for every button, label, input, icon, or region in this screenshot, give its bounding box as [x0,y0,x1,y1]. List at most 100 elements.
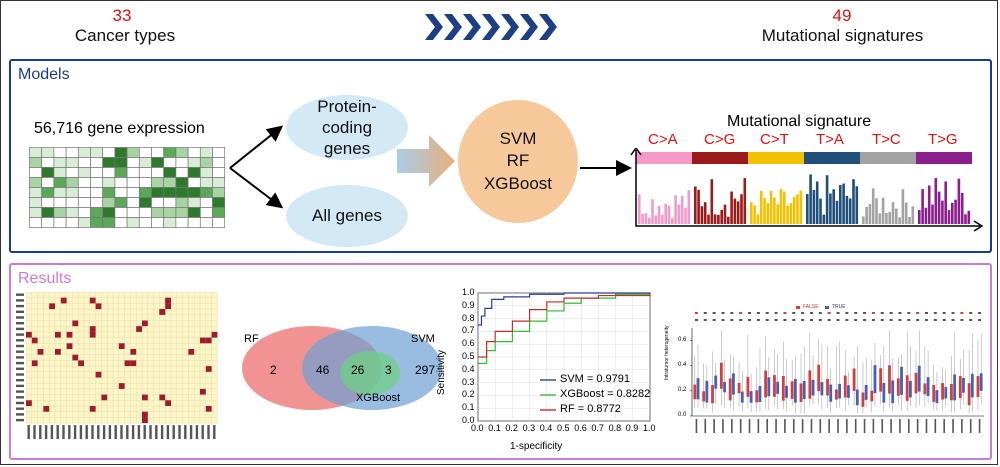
grid-cell [77,217,91,228]
heatmap-cell [31,360,38,367]
grid-cell [77,177,91,188]
signature-bar [710,179,714,224]
roc-xtick: 0.8 [608,423,622,433]
boxplot-box [808,370,812,399]
signature-bar [664,203,667,224]
mutational-signature-chart [630,148,984,232]
heatmap-cell [188,349,195,355]
signature-bar [638,194,641,224]
signature-bar [868,203,872,224]
boxplot-box [935,390,939,404]
grid-cell [65,187,79,198]
boxplot-box [811,379,815,396]
boxplot-box [970,373,974,398]
signature-bar [947,210,951,224]
venn-rf-label: RF [244,333,259,345]
algorithm-svm: SVM [499,129,537,149]
boxplot-box [790,381,794,399]
heatmap-cell [89,326,96,332]
signature-bar [924,207,928,224]
heatmap-cell [130,360,137,367]
grid-cell [187,157,201,168]
signature-bar [783,191,786,224]
signature-bar [750,202,753,224]
signature-bar [753,205,756,224]
boxplot-box [829,384,833,402]
grid-cell [65,197,79,208]
gene-expression-grid [29,147,226,228]
grid-cell [175,197,189,208]
roc-xtick: 0.1 [488,423,501,433]
signature-bar [878,213,882,224]
signature-bar [773,197,776,224]
signature-bar [723,204,727,224]
boxplot-box [979,373,983,391]
venn-xgb-circle [340,351,400,395]
boxplot-box [714,375,718,389]
signature-bar [786,205,789,224]
roc-ytick: 0.8 [462,312,475,323]
grid-cell [187,167,201,178]
signature-bar [964,214,967,224]
roc-legend-item: XGBoost = 0.8282 [560,388,651,400]
grid-cell [138,157,152,168]
grid-cell [212,197,226,208]
grid-cell [29,177,43,188]
heatmap [16,292,218,440]
heatmap-cell [55,331,61,338]
heatmap-cell [72,354,79,361]
boxplot-box [767,377,771,397]
signature-bar [667,205,671,224]
substitution-label: C>T [760,131,789,148]
boxplot-box [879,368,883,392]
signature-bar [941,200,944,224]
grid-cell [151,207,165,218]
roc-legend-item: RF = 0.8772 [560,403,621,415]
grid-cell [90,217,104,228]
signature-bar [829,193,832,224]
signature-bar [654,215,658,224]
boxplot-box [696,378,700,400]
grid-cell [175,157,189,168]
grid-cell [114,157,128,168]
signature-bar [674,195,677,224]
signature-bar [842,183,845,224]
heatmap-cell [165,303,171,310]
heatmap-cell [31,337,38,344]
grid-cell [77,207,91,218]
boxplot-box [873,365,877,394]
substitution-band [636,152,692,164]
roc-curve-svm [478,292,650,326]
roc-ytick: 0.9 [462,299,475,310]
signature-bar [720,209,723,224]
boxplot-box [855,389,859,406]
signature-bar [839,184,842,224]
algorithm-rf: RF [506,151,530,171]
cancer-count: 33 [112,6,132,25]
heatmap-cell [66,331,73,338]
boxplot-box [785,385,788,398]
grid-cell [199,197,213,208]
boxplot-box [732,373,735,395]
heatmap-cell [49,303,55,310]
roc-xtick: 0.4 [539,423,553,433]
grid-cell [187,207,201,218]
signature-bar [908,216,911,224]
heatmap-cell [205,366,212,372]
signature-bar [657,205,661,224]
boxplot-box [861,392,865,407]
boxplot-box [941,383,944,400]
heatmap-cell [118,343,125,349]
signature-bar [967,210,971,224]
grid-cell [126,187,140,198]
grid-cell [53,177,67,188]
grid-cell [138,167,152,178]
signature-bar [806,194,809,224]
grid-cell [126,197,140,208]
heatmap-cell [26,400,32,406]
grid-cell [41,147,55,158]
grid-cell [65,177,79,188]
signature-bar [848,198,852,224]
boxplot-box [838,383,841,399]
signature-bar [697,189,700,224]
